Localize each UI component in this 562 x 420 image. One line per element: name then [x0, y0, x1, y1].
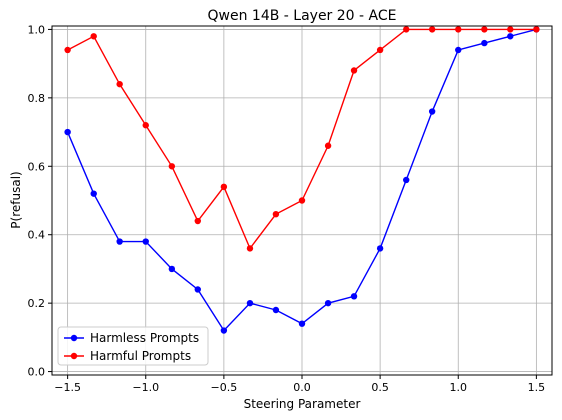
- data-point: [272, 306, 280, 314]
- data-point: [428, 108, 436, 115]
- legend-marker: [70, 352, 78, 360]
- x-axis: −1.5 −1.0 −0.5 0.0 0.5 1.0 1.5: [54, 375, 545, 394]
- data-point: [64, 128, 71, 136]
- data-point: [90, 33, 97, 40]
- data-point: [350, 293, 358, 300]
- legend-label: Harmful Prompts: [90, 349, 191, 363]
- data-point: [116, 238, 123, 245]
- y-tick-label: 1.0: [28, 23, 46, 36]
- data-point: [220, 183, 228, 191]
- x-tick-label: 0.0: [293, 381, 311, 394]
- data-point: [246, 299, 254, 307]
- chart-title: Qwen 14B - Layer 20 - ACE: [208, 8, 397, 24]
- data-point: [142, 122, 149, 129]
- data-point: [298, 320, 306, 327]
- data-point: [481, 26, 488, 33]
- legend-label: Harmless Prompts: [90, 331, 199, 345]
- data-point: [194, 217, 201, 225]
- data-point: [220, 327, 228, 334]
- data-point: [298, 197, 306, 204]
- series-layer: [64, 26, 540, 334]
- y-axis: 0.0 0.2 0.4 0.6 0.8 1.0: [28, 23, 52, 379]
- y-tick-label: 0.0: [28, 366, 46, 379]
- x-axis-label: Steering Parameter: [244, 397, 361, 411]
- data-point: [376, 46, 384, 54]
- legend-item: Harmful Prompts: [64, 349, 191, 363]
- y-axis-label: P(refusal): [9, 171, 23, 228]
- x-tick-label: 1.0: [450, 381, 468, 394]
- data-point: [90, 190, 97, 197]
- data-point: [350, 67, 358, 74]
- data-point: [324, 299, 332, 307]
- data-point: [481, 39, 488, 47]
- y-tick-label: 0.8: [28, 92, 46, 105]
- x-tick-label: 0.5: [371, 381, 389, 394]
- y-tick-label: 0.4: [28, 229, 46, 242]
- data-point: [194, 286, 201, 293]
- data-point: [272, 210, 280, 218]
- data-point: [455, 26, 462, 33]
- data-point: [403, 176, 410, 184]
- legend-marker: [70, 334, 78, 342]
- data-point: [168, 265, 176, 273]
- data-point: [142, 238, 149, 245]
- data-point: [428, 26, 436, 33]
- data-point: [376, 245, 384, 252]
- series-1: [64, 26, 540, 252]
- legend: Harmless Prompts Harmful Prompts: [57, 326, 209, 366]
- data-point: [507, 33, 514, 40]
- x-tick-label: 1.5: [528, 381, 546, 394]
- data-point: [168, 163, 176, 170]
- data-point: [116, 80, 123, 88]
- x-tick-label: −0.5: [211, 381, 238, 394]
- data-point: [455, 46, 462, 54]
- y-tick-label: 0.6: [28, 160, 46, 173]
- y-tick-label: 0.2: [28, 297, 46, 310]
- data-point: [64, 46, 71, 54]
- x-tick-label: −1.5: [54, 381, 81, 394]
- data-point: [533, 26, 540, 33]
- legend-item: Harmless Prompts: [64, 331, 199, 345]
- x-tick-label: −1.0: [132, 381, 159, 394]
- data-point: [246, 245, 254, 252]
- legend-box: [57, 326, 209, 366]
- data-point: [507, 26, 514, 33]
- data-point: [324, 142, 332, 149]
- data-point: [403, 26, 410, 33]
